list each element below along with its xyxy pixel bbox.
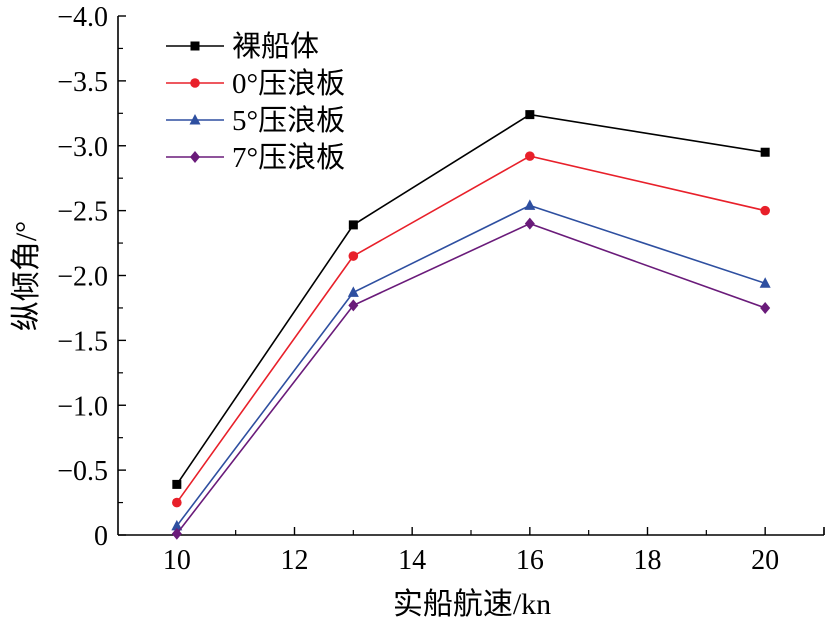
- legend-label: 裸船体: [232, 30, 319, 63]
- series-1: [172, 151, 770, 508]
- data-point-triangle: [759, 277, 771, 288]
- data-point-diamond: [348, 299, 359, 312]
- legend-label: 0°压浪板: [232, 67, 345, 100]
- data-point-square: [348, 220, 358, 230]
- series-line: [176, 222, 766, 535]
- x-tick-label: 14: [398, 545, 426, 576]
- data-point-triangle: [189, 114, 201, 125]
- data-point-square: [172, 479, 182, 489]
- series-layer: [171, 110, 771, 540]
- data-point-circle: [190, 78, 200, 88]
- x-tick-label: 20: [751, 545, 779, 576]
- y-tick-label: −3.5: [57, 67, 108, 98]
- y-tick-label: −4.0: [57, 2, 108, 33]
- y-tick-label: −0.5: [57, 456, 108, 487]
- data-point-square: [525, 110, 535, 120]
- data-point-square: [760, 147, 770, 157]
- y-tick-label: 0: [94, 521, 108, 552]
- legend-item: 0°压浪板: [166, 67, 345, 100]
- data-point-diamond: [171, 527, 182, 540]
- legend-label: 7°压浪板: [232, 141, 345, 174]
- data-point-triangle: [347, 286, 359, 297]
- y-axis-title: 纵倾角/°: [10, 221, 43, 331]
- series-line: [176, 113, 766, 485]
- x-tick-label: 12: [281, 545, 309, 576]
- y-tick-label: −2.0: [57, 262, 108, 293]
- x-axis-title: 实船航速/kn: [393, 588, 551, 621]
- series-3: [171, 217, 771, 540]
- x-tick-label: 18: [634, 545, 662, 576]
- y-tick-label: −3.0: [57, 132, 108, 163]
- legend: 裸船体 0°压浪板 5°压浪板 7°压浪板: [166, 30, 345, 174]
- data-point-circle: [348, 251, 359, 261]
- series-line: [176, 204, 766, 527]
- data-point-circle: [172, 497, 182, 508]
- data-point-circle: [760, 205, 770, 216]
- data-point-triangle: [524, 199, 536, 210]
- y-tick-label: −1.5: [57, 326, 108, 357]
- x-tick-label: 10: [163, 545, 191, 576]
- legend-item: 7°压浪板: [166, 141, 345, 174]
- series-2: [171, 199, 771, 531]
- data-point-triangle: [171, 519, 183, 531]
- data-point-square: [190, 41, 200, 51]
- legend-label: 5°压浪板: [232, 104, 345, 137]
- data-point-diamond: [524, 217, 535, 230]
- data-point-circle: [525, 151, 535, 161]
- data-point-diamond: [190, 151, 200, 163]
- y-tick-label: −1.0: [57, 391, 108, 422]
- series-line: [176, 155, 766, 504]
- series-0: [172, 110, 770, 489]
- axes: 10 12 14 16 18 20 0 −0.5 −1.0 −1.5 −2.0 −2.5 −3.0 −3.…: [57, 2, 825, 576]
- y-tick-label: −2.5: [57, 197, 108, 228]
- data-point-diamond: [760, 301, 771, 314]
- legend-item: 5°压浪板: [166, 104, 345, 137]
- x-tick-label: 16: [516, 545, 544, 576]
- legend-item: 裸船体: [166, 30, 319, 63]
